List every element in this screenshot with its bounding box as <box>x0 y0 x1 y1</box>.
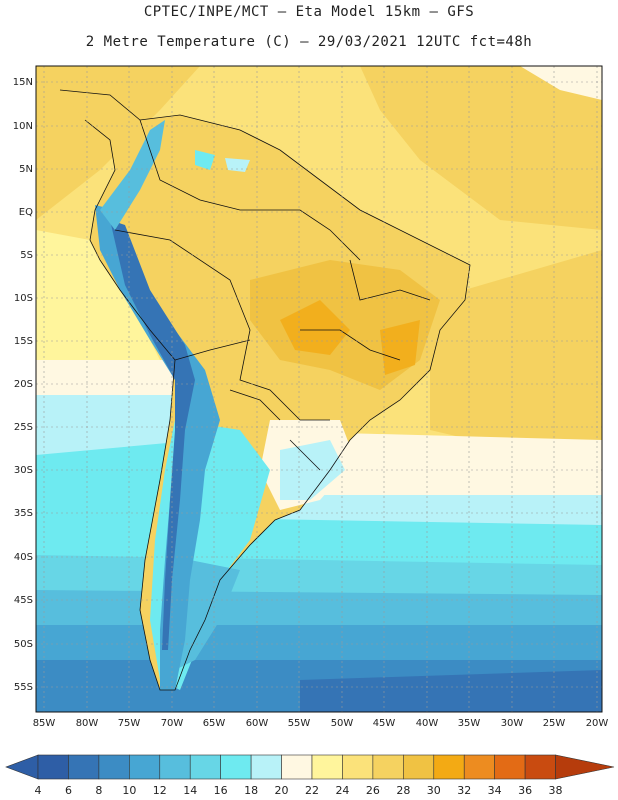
colorbar-label: 4 <box>35 784 42 797</box>
colorbar-label: 20 <box>275 784 289 797</box>
lat-label: 50S <box>14 639 33 650</box>
colorbar-label: 24 <box>335 784 349 797</box>
lon-label: 85W <box>33 718 56 729</box>
lat-label: 25S <box>14 422 33 433</box>
colorbar-label: 18 <box>244 784 258 797</box>
colorbar-label: 38 <box>549 784 563 797</box>
colorbar-swatch <box>433 754 465 780</box>
colorbar-swatch <box>311 754 343 780</box>
lon-label: 75W <box>118 718 141 729</box>
lat-label: EQ <box>19 207 33 218</box>
lat-label: 40S <box>14 552 33 563</box>
colorbar-label: 32 <box>457 784 471 797</box>
lat-label: 15N <box>13 77 33 88</box>
lat-label: 55S <box>14 682 33 693</box>
lat-label: 10S <box>14 293 33 304</box>
lat-label: 5N <box>19 164 33 175</box>
lat-label: 30S <box>14 465 33 476</box>
colorbar-label: 10 <box>122 784 136 797</box>
lat-label: 10N <box>13 121 33 132</box>
colorbar-label: 12 <box>153 784 167 797</box>
colorbar-swatch <box>129 754 161 780</box>
colorbar-label: 28 <box>396 784 410 797</box>
colorbar-swatch <box>403 754 435 780</box>
lon-label: 30W <box>501 718 524 729</box>
colorbar-swatch <box>524 754 556 780</box>
colorbar-swatch <box>37 754 69 780</box>
lat-label: 35S <box>14 508 33 519</box>
colorbar-swatch <box>68 754 100 780</box>
lon-label: 35W <box>458 718 481 729</box>
colorbar-label: 36 <box>518 784 532 797</box>
colorbar-label: 16 <box>214 784 228 797</box>
colorbar-swatch <box>342 754 374 780</box>
lat-label: 45S <box>14 595 33 606</box>
lon-label: 50W <box>331 718 354 729</box>
lon-label: 55W <box>288 718 311 729</box>
colorbar-label: 26 <box>366 784 380 797</box>
map-subtitle: 2 Metre Temperature (C) – 29/03/2021 12U… <box>85 34 533 50</box>
colorbar-label: 8 <box>95 784 102 797</box>
colorbar-swatch <box>189 754 221 780</box>
colorbar-label: 14 <box>183 784 197 797</box>
colorbar-swatch <box>220 754 252 780</box>
colorbar-swatch <box>494 754 526 780</box>
longitude-labels: 85W 80W 75W 70W 65W 60W 55W 50W 45W 40W 35W 30W 25W 2… <box>33 718 609 729</box>
lon-label: 40W <box>416 718 439 729</box>
colorbar-swatch <box>159 754 191 780</box>
colorbar-label: 22 <box>305 784 319 797</box>
lon-label: 60W <box>246 718 269 729</box>
lon-label: 65W <box>203 718 226 729</box>
lon-label: 25W <box>543 718 566 729</box>
colorbar-label: 34 <box>488 784 502 797</box>
colorbar-label: 30 <box>427 784 441 797</box>
graticule <box>36 66 602 712</box>
colorbar-arrow-right <box>555 754 615 780</box>
colorbar-swatch <box>98 754 130 780</box>
andes-cold-ridge <box>95 205 220 690</box>
lon-label: 20W <box>586 718 609 729</box>
lat-label: 20S <box>14 379 33 390</box>
colorbar-swatch <box>372 754 404 780</box>
lon-label: 70W <box>161 718 184 729</box>
colorbar-swatch <box>281 754 313 780</box>
map-frame <box>35 65 603 713</box>
lon-label: 80W <box>76 718 99 729</box>
colorbar-swatch <box>250 754 282 780</box>
lat-label: 15S <box>14 336 33 347</box>
latitude-labels: 15N 10N 5N EQ 5S 10S 15S 20S 25S 30S 35S 40S 45S 50S 5… <box>13 77 33 693</box>
country-borders <box>59 89 471 691</box>
lon-label: 45W <box>373 718 396 729</box>
colorbar-arrow-left <box>5 754 39 780</box>
lat-label: 5S <box>20 250 33 261</box>
colorbar: 4 6 8 10 12 14 16 18 20 22 24 26 28 30 32 34 36 38 <box>5 754 615 797</box>
map-title: CPTEC/INPE/MCT – Eta Model 15km – GFS <box>143 4 475 20</box>
colorbar-label: 6 <box>65 784 72 797</box>
colorbar-swatch <box>463 754 495 780</box>
